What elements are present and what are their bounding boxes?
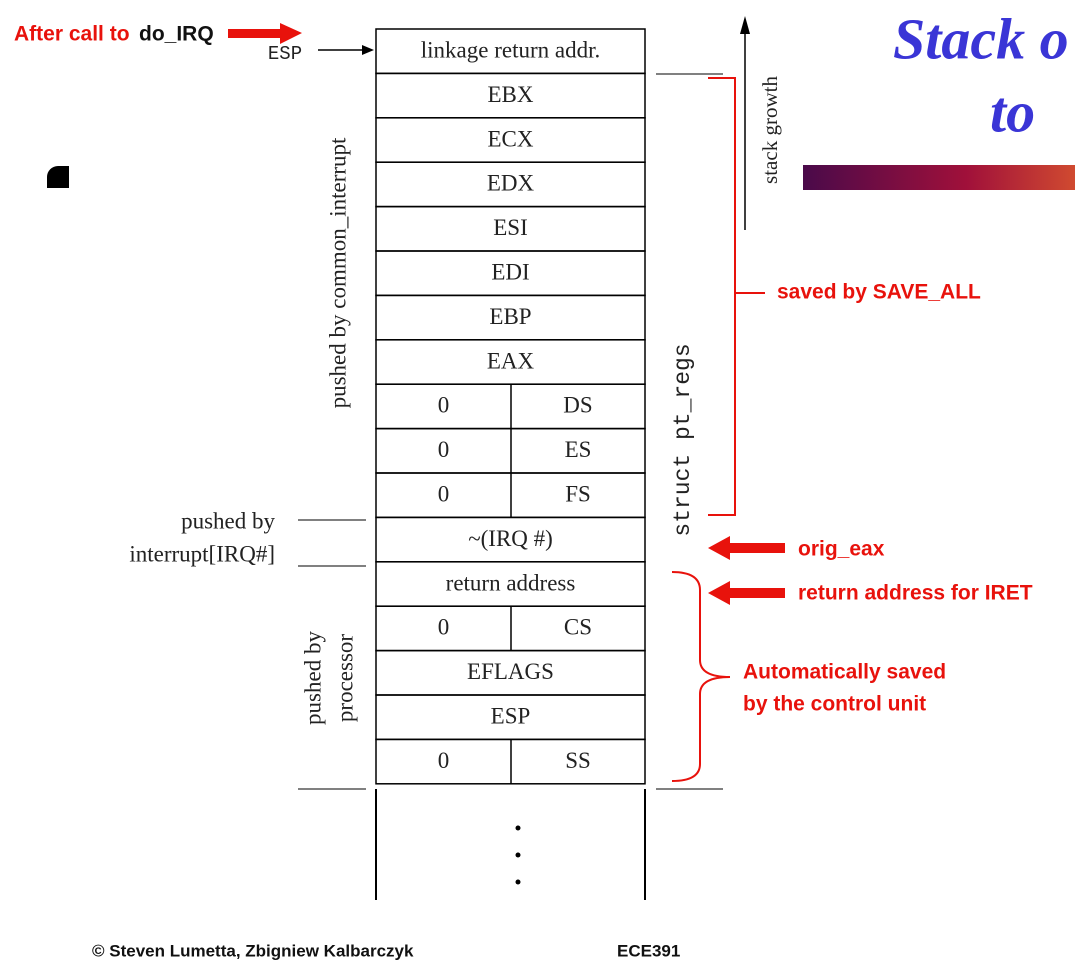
footer-authors: © Steven Lumetta, Zbigniew Kalbarczyk [92, 941, 414, 960]
title-line1: Stack o [893, 6, 1069, 71]
stack-cell: EDI [491, 259, 529, 284]
interrupt-label: pushed by [181, 508, 275, 533]
auto-brace [671, 571, 731, 782]
dot [515, 879, 521, 885]
iret-label: return address for IRET [798, 582, 1033, 605]
common-interrupt-label: pushed by common_interrupt [325, 137, 350, 408]
stack-cell: 0 [438, 615, 450, 640]
header-prefix: After call to [14, 23, 130, 46]
arrow-head [280, 23, 302, 44]
rules [298, 73, 723, 790]
stack-cell: ESP [491, 703, 531, 728]
stack-cell: ~(IRQ #) [468, 526, 553, 551]
save-all-bracket [708, 77, 765, 516]
stack-cell: SS [565, 748, 591, 773]
stack-growth: stack growth [758, 76, 782, 184]
stack-cell: 0 [438, 748, 450, 773]
struct-label: struct pt_regs [670, 343, 696, 536]
stack-cell: CS [564, 615, 592, 640]
stack-cell: linkage return addr. [421, 37, 600, 62]
stack-cell: return address [446, 570, 576, 595]
processor-label: processor [332, 634, 357, 722]
stack-cell: ES [565, 437, 592, 462]
stack-cell: EBX [488, 82, 534, 107]
stack-cell: EDX [487, 171, 535, 196]
interrupt-label: interrupt[IRQ#] [129, 541, 275, 566]
arrow-shaft [228, 29, 283, 38]
save-all-label: saved by SAVE_ALL [777, 281, 981, 304]
arrow-shaft [728, 543, 785, 553]
title-bar [803, 165, 1075, 190]
footer-course: ECE391 [617, 941, 680, 960]
title-line2: to [990, 79, 1035, 144]
dot [515, 825, 521, 831]
arrow-head [708, 536, 730, 560]
auto-label: Automatically saved [743, 661, 946, 684]
esp-arrow-head [362, 45, 374, 55]
stack-cell: EBP [489, 304, 531, 329]
stack-cell: EFLAGS [467, 659, 554, 684]
stack-cell: 0 [438, 437, 450, 462]
bullet [47, 166, 69, 188]
stack-cell: 0 [438, 393, 450, 418]
esp-label: ESP [268, 43, 302, 65]
stack-cell: DS [563, 393, 592, 418]
growth-arrow-head [740, 16, 750, 34]
stack-cell: FS [565, 481, 591, 506]
orig-eax-label: orig_eax [798, 538, 885, 561]
processor-label: pushed by [300, 631, 325, 725]
stack-cell: ECX [488, 126, 534, 151]
header-function: do_IRQ [139, 23, 214, 46]
stack-cell: 0 [438, 481, 450, 506]
arrow-shaft [728, 588, 785, 598]
auto-label: by the control unit [743, 693, 926, 716]
stack-cell: EAX [487, 348, 535, 373]
stack-cell: ESI [493, 215, 528, 240]
stack: linkage return addr. EBX ECX EDX ESI EDI EBP EA… [375, 28, 646, 785]
arrow-head [708, 581, 730, 605]
dot [515, 852, 521, 858]
